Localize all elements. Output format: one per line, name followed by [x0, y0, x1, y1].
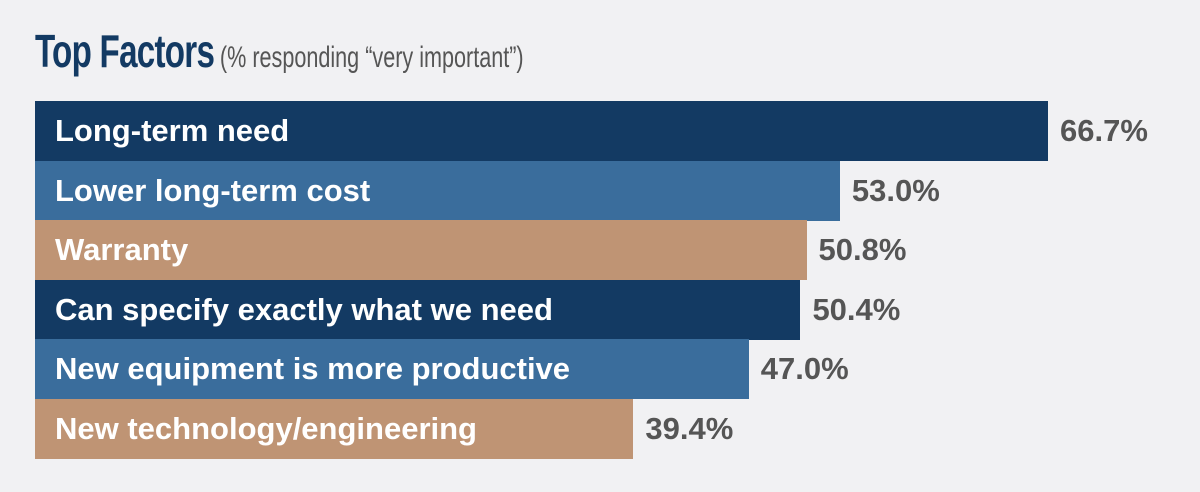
bar-label: Lower long-term cost [55, 172, 371, 208]
bar: Warranty [35, 220, 807, 280]
chart-title: Top Factors (% responding “very important… [35, 24, 524, 78]
bar-label: Warranty [55, 232, 189, 267]
bar-label: New technology/engineering [55, 410, 477, 446]
value-label: 66.7% [1060, 113, 1148, 148]
bar: Lower long-term cost [35, 160, 840, 221]
bar-label: New equipment is more productive [55, 351, 571, 386]
bar: New technology/engineering [35, 398, 634, 459]
bar-label: Can specify exactly what we need [55, 291, 553, 327]
value-label: 50.8% [818, 232, 907, 267]
value-label: 39.4% [645, 410, 734, 446]
value-label: 53.0% [851, 172, 940, 208]
title-subtitle: (% responding “very important”) [219, 41, 524, 74]
value-label: 50.4% [812, 291, 901, 327]
title-main: Top Factors [35, 25, 215, 77]
bar-label: Long-term need [55, 113, 290, 148]
bar: Long-term need [35, 101, 1048, 161]
bar: New equipment is more productive [35, 339, 749, 399]
value-label: 47.0% [760, 351, 849, 386]
bar: Can specify exactly what we need [35, 279, 801, 340]
